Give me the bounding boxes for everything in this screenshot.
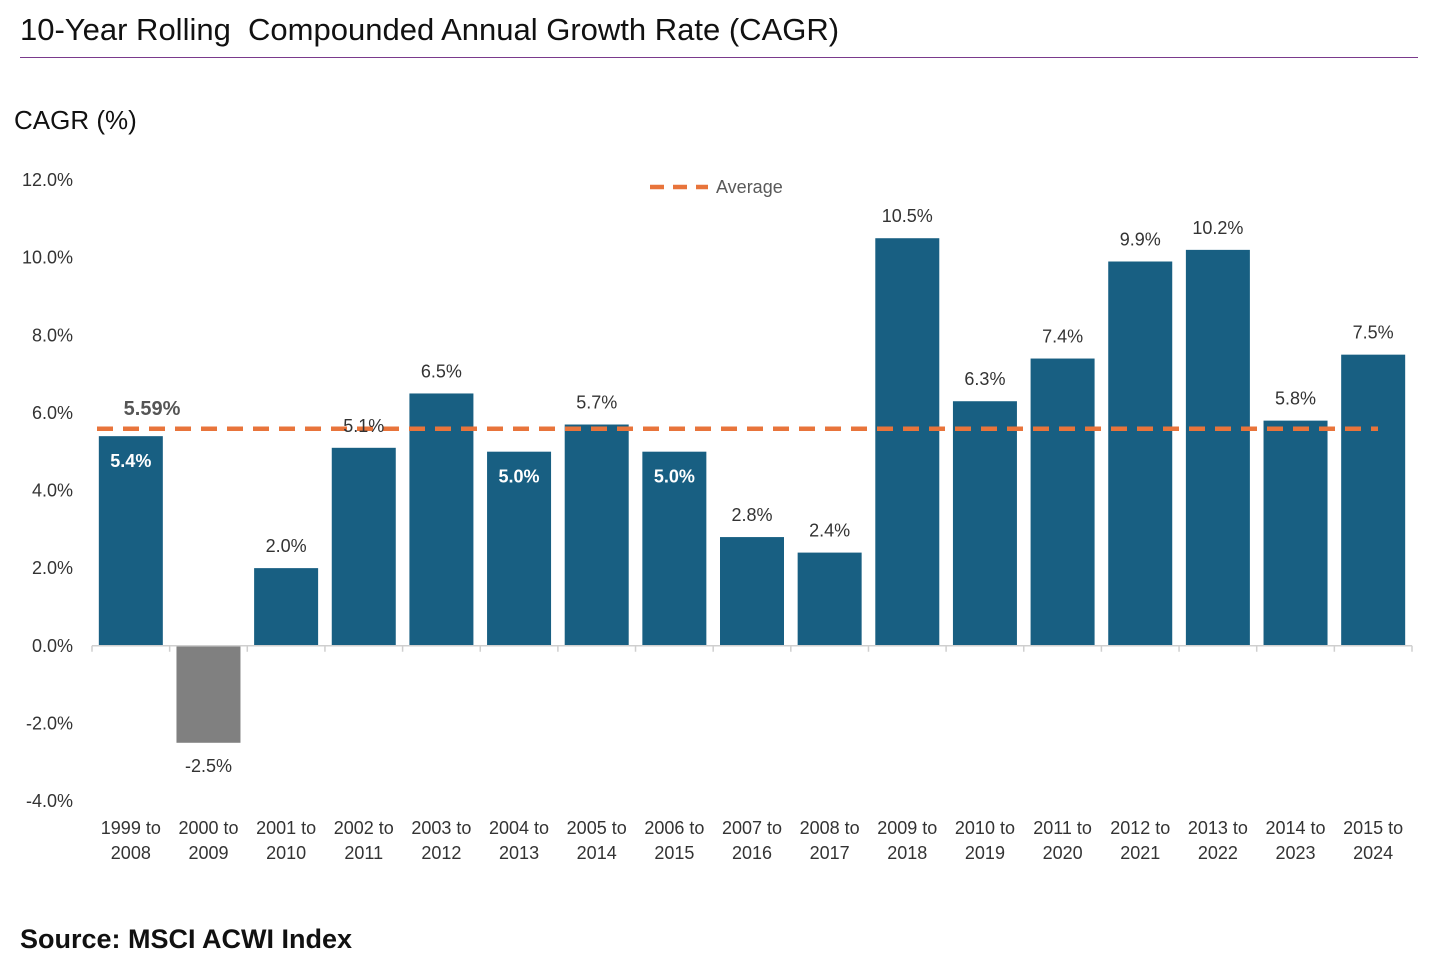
x-tick-label: 2006 to 2015 xyxy=(644,818,704,863)
data-label: 7.5% xyxy=(1353,323,1394,343)
bar xyxy=(1108,261,1173,646)
data-label: 5.0% xyxy=(499,467,540,487)
data-label: 6.3% xyxy=(964,369,1005,389)
data-label: 2.8% xyxy=(731,505,772,525)
bar xyxy=(720,537,784,646)
data-label: 5.4% xyxy=(110,451,151,471)
data-label: 10.2% xyxy=(1192,218,1243,238)
bar xyxy=(331,447,396,646)
x-tick-label: 2002 to 2011 xyxy=(334,818,394,863)
source-note: Source: MSCI ACWI Index xyxy=(20,924,353,954)
data-label: 2.0% xyxy=(266,536,307,556)
y-axis-title: CAGR (%) xyxy=(14,105,137,135)
bar xyxy=(1030,358,1095,646)
y-tick-label: 2.0% xyxy=(32,558,73,578)
x-tick-label: 2012 to 2021 xyxy=(1110,818,1170,863)
x-tick-label: 2005 to 2014 xyxy=(567,818,627,863)
bar xyxy=(797,552,862,646)
y-tick-label: -4.0% xyxy=(26,791,73,811)
bar xyxy=(642,451,707,646)
data-label: 10.5% xyxy=(882,206,933,226)
bar xyxy=(1341,354,1406,646)
y-tick-label: 4.0% xyxy=(32,481,73,501)
bar xyxy=(1185,249,1250,646)
x-tick-label: 2008 to 2017 xyxy=(800,818,860,863)
bar xyxy=(564,424,629,646)
x-tick-label: 2014 to 2023 xyxy=(1265,818,1325,863)
data-label: 5.1% xyxy=(343,416,384,436)
y-tick-label: 12.0% xyxy=(22,170,73,190)
bar xyxy=(98,436,163,646)
y-tick-label: -2.0% xyxy=(26,713,73,733)
data-label: 5.8% xyxy=(1275,389,1316,409)
bar xyxy=(409,393,474,646)
x-tick-label: 2000 to 2009 xyxy=(178,818,238,863)
x-tick-label: 2007 to 2016 xyxy=(722,818,782,863)
title-divider xyxy=(20,57,1418,58)
data-label: 9.9% xyxy=(1120,230,1161,250)
x-tick-label: 2004 to 2013 xyxy=(489,818,549,863)
x-tick-label: 2011 to 2020 xyxy=(1033,818,1092,863)
average-value-label: 5.59% xyxy=(124,398,181,420)
bar xyxy=(1263,420,1328,646)
data-label: -2.5% xyxy=(185,756,232,776)
x-tick-label: 2010 to 2019 xyxy=(955,818,1015,863)
x-tick-label: 1999 to 2008 xyxy=(101,818,161,863)
bar xyxy=(176,645,241,743)
bar xyxy=(875,238,940,646)
chart-title: 10-Year Rolling Compounded Annual Growth… xyxy=(20,12,840,47)
y-tick-label: 10.0% xyxy=(22,248,73,268)
x-tick-label: 2013 to 2022 xyxy=(1188,818,1248,863)
y-tick-label: 8.0% xyxy=(32,325,73,345)
data-label: 7.4% xyxy=(1042,327,1083,347)
bar xyxy=(254,568,319,646)
x-tick-label: 2015 to 2024 xyxy=(1343,818,1403,863)
data-label: 5.0% xyxy=(654,467,695,487)
bar xyxy=(487,451,552,646)
x-tick-label: 2003 to 2012 xyxy=(411,818,471,863)
y-tick-label: 0.0% xyxy=(32,636,73,656)
x-tick-label: 2001 to 2010 xyxy=(256,818,316,863)
y-tick-label: 6.0% xyxy=(32,403,73,423)
legend-label-average: Average xyxy=(716,177,783,197)
data-label: 2.4% xyxy=(809,521,850,541)
data-label: 6.5% xyxy=(421,361,462,381)
x-tick-label: 2009 to 2018 xyxy=(877,818,937,863)
bar xyxy=(952,401,1017,646)
data-label: 5.7% xyxy=(576,393,617,413)
